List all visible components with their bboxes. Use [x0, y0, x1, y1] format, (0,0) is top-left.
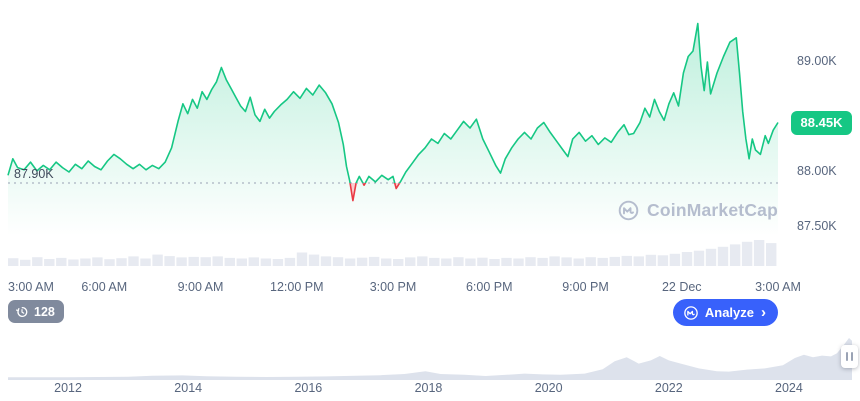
x-axis-label: 9:00 AM — [177, 280, 224, 294]
navigator-year-label: 2024 — [775, 381, 803, 395]
analyze-label: Analyze — [704, 305, 754, 320]
navigator-chart-svg[interactable] — [0, 334, 860, 380]
history-count-badge[interactable]: 128 — [8, 300, 64, 323]
y-axis: 89.00K 88.00K 87.50K — [797, 0, 860, 272]
x-axis-label: 3:00 AM — [8, 280, 54, 294]
x-axis-label: 22 Dec — [661, 280, 702, 294]
history-count-label: 128 — [34, 304, 55, 319]
price-chart-svg[interactable] — [0, 0, 788, 272]
x-axis-label: 3:00 AM — [755, 280, 801, 294]
y-axis-label: 89.00K — [797, 54, 837, 68]
x-axis-label: 3:00 PM — [369, 280, 417, 294]
x-axis-label: 6:00 AM — [81, 280, 128, 294]
x-axis-label: 9:00 PM — [562, 280, 609, 294]
analyze-button[interactable]: Analyze › — [672, 299, 778, 326]
navigator-year-labels: 2012 2014 2016 2018 2020 2022 2024 — [0, 381, 860, 399]
coinmarketcap-logo-icon — [684, 305, 698, 320]
price-chart-region[interactable]: 87.90K CoinMarketCap 89.00K 88.00K 87.50K … — [0, 0, 860, 272]
date-range-navigator[interactable] — [0, 334, 860, 380]
navigator-year-label: 2018 — [414, 381, 443, 395]
x-axis-label: 12:00 PM — [269, 280, 324, 294]
y-axis-label: 88.00K — [797, 164, 837, 178]
navigator-year-label: 2014 — [174, 381, 203, 395]
navigator-year-label: 2016 — [294, 381, 323, 395]
x-axis: 3:00 AM 6:00 AM 9:00 AM 12:00 PM 3:00 PM 6:00… — [0, 280, 801, 296]
navigator-year-label: 2012 — [54, 381, 82, 395]
navigator-year-label: 2020 — [534, 381, 563, 395]
history-icon — [15, 306, 28, 317]
y-axis-label: 87.50K — [797, 219, 837, 233]
x-axis-label: 6:00 PM — [465, 280, 513, 294]
navigator-year-label: 2022 — [654, 381, 683, 395]
range-drag-handle[interactable] — [841, 345, 858, 368]
chevron-right-icon: › — [761, 304, 766, 321]
current-price-badge: 88.45K — [791, 110, 852, 135]
